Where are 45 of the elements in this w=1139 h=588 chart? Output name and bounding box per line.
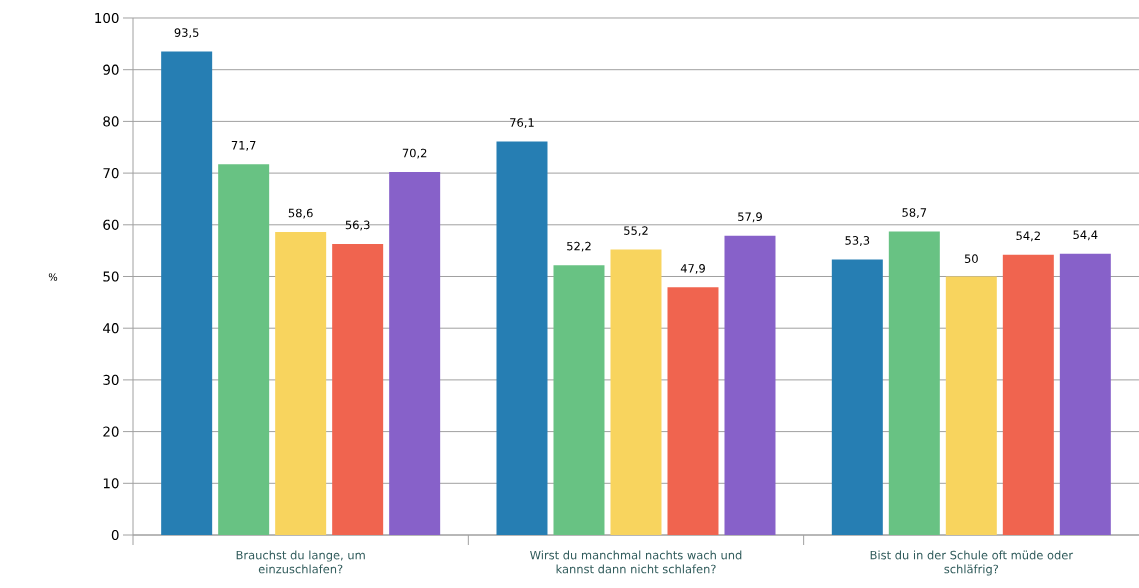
bar [332, 243, 384, 535]
bar [1059, 253, 1111, 535]
data-label: 58,7 [902, 208, 927, 218]
bar [389, 172, 441, 535]
y-tick-label: 40 [103, 323, 119, 334]
y-tick-label: 70 [103, 168, 119, 179]
bar [610, 249, 662, 535]
bar [724, 235, 776, 535]
data-label: 76,1 [510, 118, 534, 129]
y-tick-label: 0 [111, 529, 119, 541]
bar [667, 287, 719, 535]
data-label: 58,6 [288, 208, 313, 219]
y-tick-label: 90 [103, 64, 119, 75]
y-tick-label: 30 [103, 374, 119, 385]
x-tick-label: Brauchst du lange, um einzuschlafen? [236, 550, 365, 574]
data-label: 54,2 [1016, 231, 1040, 242]
y-tick-label: 100 [95, 12, 119, 24]
y-tick-label: 60 [103, 219, 119, 230]
bar [553, 265, 605, 535]
x-tick-label: Wirst du manchmal nachts wach und kannst dann nicht schlafen? [530, 550, 742, 574]
data-label: 50 [964, 254, 978, 263]
bar [218, 164, 270, 535]
data-label: 55,2 [624, 226, 648, 237]
bar [275, 232, 327, 535]
data-label: 47,9 [680, 264, 705, 274]
data-label: 54,4 [1073, 230, 1098, 241]
data-label: 93,5 [174, 28, 199, 39]
y-axis-title: % [48, 273, 58, 281]
data-label: 52,2 [567, 241, 591, 252]
y-tick-label: 80 [103, 116, 119, 127]
bar [1002, 254, 1054, 535]
data-label: 56,3 [345, 220, 370, 231]
y-tick-label: 50 [103, 271, 119, 282]
data-label: 70,2 [402, 148, 427, 159]
bar [888, 231, 940, 535]
x-tick-label: Bist du in der Schule oft müde oder schläfrig? [870, 550, 1074, 576]
data-label: 71,7 [231, 141, 256, 151]
bar [945, 276, 997, 535]
bar [161, 51, 213, 535]
bar [831, 259, 883, 535]
y-tick-label: 20 [103, 426, 119, 437]
y-tick-label: 10 [103, 478, 119, 489]
data-label: 57,9 [738, 212, 762, 223]
data-label: 53,3 [845, 236, 870, 246]
bar [496, 141, 548, 535]
